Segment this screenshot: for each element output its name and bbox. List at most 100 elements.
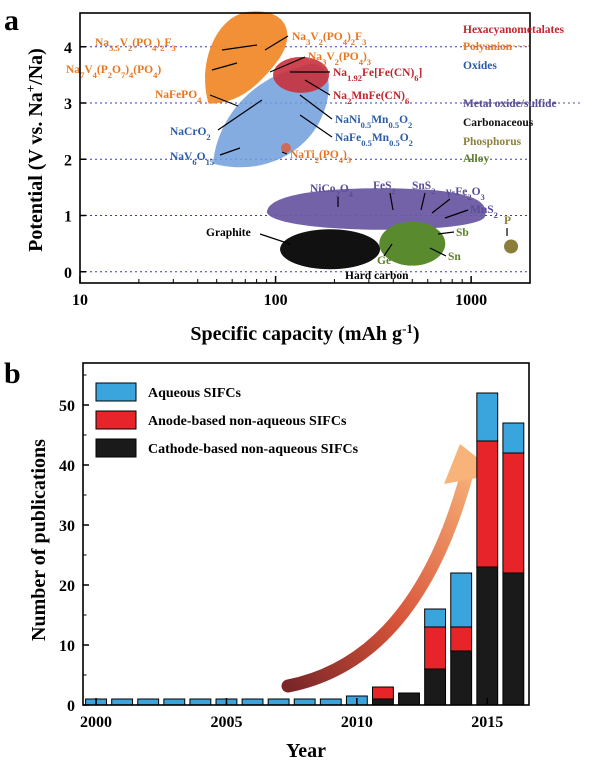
bar-cathode-based-non-aqueous-sifcs-2013	[424, 668, 447, 706]
y-tick-label-b: 50	[59, 398, 75, 415]
material-label-graphite: Graphite	[206, 227, 251, 239]
material-label-ge: Ge	[377, 255, 391, 267]
y-tick-label-a: 4	[64, 40, 72, 57]
plot-frame-a	[79, 12, 531, 284]
bar-cathode-based-non-aqueous-sifcs-2015	[476, 566, 499, 706]
axis-ticks-b: 0 10 20 30 40 50 2000 2005 2010 2015	[59, 374, 503, 731]
material-regions	[205, 11, 519, 270]
material-label-na7v4-p2o7-4-po4: Na7V4(P2O7)4(PO4)	[66, 64, 161, 80]
legend-a: Hexacyanometalates Polyanion Oxides Metal o…	[463, 24, 583, 165]
legend-label-anode-based-non-aqueous-sifcs: Anode-based non-aqueous SIFCs	[148, 414, 347, 429]
material-label-nav6o15: NaV6O15	[170, 151, 214, 167]
bar-cathode-based-non-aqueous-sifcs-2012	[398, 692, 420, 706]
bar-aqueous-sifcs-2001	[111, 698, 134, 706]
bar-anode-based-non-aqueous-sifcs-2013	[424, 626, 447, 670]
x-tick-label-a: 100	[264, 292, 288, 309]
leader-na3v2-po4-3	[269, 56, 306, 73]
panel-label-b: b	[4, 357, 21, 390]
legend-label-aqueous-sifcs: Aqueous SIFCs	[148, 386, 242, 401]
material-label-p: P	[504, 215, 511, 227]
y-tick-label-b: 10	[59, 638, 75, 655]
x-tick-label-b: 2010	[341, 714, 373, 731]
leader-na7v4-p2o7-4-po4	[211, 62, 238, 71]
legend-entry-oxides: Oxides	[463, 60, 497, 72]
bar-cathode-based-non-aqueous-sifcs-2011	[372, 698, 394, 706]
material-label-sn: Sn	[448, 251, 461, 263]
x-axis-title-b: Year	[286, 740, 326, 762]
leader-na3v2-po4-2f3	[264, 35, 289, 51]
leader-nati2-po4-3	[281, 151, 288, 155]
y-tick-label-b: 30	[59, 518, 75, 535]
bar-aqueous-sifcs-2007	[267, 698, 290, 706]
y-axis-title-a: Potential (V vs. Na+/Na)	[23, 48, 48, 252]
region-carbonaceous	[280, 229, 381, 270]
material-label-na3-5v2-po4-2f3: Na3.5V2(PO4)2F3	[95, 37, 176, 53]
material-label-nani0-5mn0-5o2: NaNi0.5Mn0.5O2	[335, 114, 412, 130]
material-label-na1-92fe-fe-cn-6: Na1.92Fe[Fe(CN)6]	[333, 67, 422, 83]
bar-cathode-based-non-aqueous-sifcs-2014	[450, 650, 473, 706]
label-leaders	[209, 35, 508, 257]
bar-aqueous-sifcs-2003	[163, 698, 186, 706]
bar-aqueous-sifcs-2016	[502, 422, 525, 454]
axis-ticks-a: 0 1 2 3 4 10 100 1000	[64, 40, 531, 309]
legend-swatch-aqueous-sifcs	[95, 382, 137, 402]
region-alloy	[379, 221, 446, 266]
material-label-na2mnfe-cn-6: Na2MnFe(CN)6	[333, 90, 409, 106]
y-tick-label-b: 0	[67, 698, 75, 715]
material-label-sb: Sb	[456, 227, 469, 239]
legend-entry-phosphorus: Phosphorus	[463, 136, 522, 148]
legend-entry-polyanion: Polyanion	[463, 41, 513, 53]
legend-b: Aqueous SIFCs Anode-based non-aqueous SIF…	[95, 382, 359, 458]
y-tick-label-a: 0	[64, 265, 72, 282]
x-axis-title-a: Specific capacity (mAh g-1)	[190, 321, 419, 346]
material-point-nati2po43	[280, 143, 291, 153]
y-axis-title-b: Number of publications	[28, 439, 50, 641]
panel-a: a Na3.5V2(PO4)2F3 Na3V2(PO4)2F3 Na3V2(PO4)…	[4, 4, 583, 345]
material-label-nacro2: NaCrO2	[170, 126, 211, 142]
material-label-na3v2-po4-3: Na3V2(PO4)3	[308, 51, 371, 67]
x-tick-label-b: 2000	[80, 714, 112, 731]
material-labels: Na3.5V2(PO4)2F3Na3V2(PO4)2F3Na3V2(PO4)3N…	[66, 31, 511, 282]
y-tick-label-a: 1	[64, 209, 72, 226]
leader-nacro2	[217, 99, 263, 131]
bar-anode-based-non-aqueous-sifcs-2014	[450, 626, 473, 652]
material-label-nico2o4: NiCo2O4	[310, 183, 354, 199]
legend-entry-alloy: Alloy	[463, 153, 489, 165]
region-phosphorus	[504, 239, 519, 254]
leader-na2mnfe-cn-6	[304, 79, 331, 96]
material-label-nafe0-5mn0-5o2: NaFe0.5Mn0.5O2	[335, 132, 413, 148]
bar-cathode-based-non-aqueous-sifcs-2016	[502, 572, 525, 706]
legend-label-cathode-based-non-aqueous-sifcs: Cathode-based non-aqueous SIFCs	[148, 442, 359, 457]
leader-sn	[429, 247, 447, 257]
y-tick-label-b: 20	[59, 578, 75, 595]
material-label-sns2: SnS2	[412, 180, 435, 196]
leader-graphite	[259, 233, 291, 245]
leader-fe2o3	[431, 198, 451, 214]
region-hexacyanometalates	[273, 56, 330, 93]
bar-aqueous-sifcs-2002	[137, 698, 160, 706]
material-label-hard-carbon: Hard carbon	[345, 270, 409, 282]
x-tick-label-b: 2005	[210, 714, 242, 731]
bar-anode-based-non-aqueous-sifcs-2015	[476, 440, 499, 568]
bar-anode-based-non-aqueous-sifcs-2011	[372, 686, 394, 700]
bars	[85, 392, 525, 706]
y-tick-label-b: 40	[59, 458, 75, 475]
leader-mns2	[444, 209, 469, 219]
material-label-nafepo4: NaFePO4	[155, 89, 202, 105]
region-metal-oxide-sulfide	[266, 188, 486, 230]
y-tick-label-a: 2	[64, 152, 72, 169]
material-label-fe2o3: γ-Fe2O3	[445, 186, 485, 202]
y-tick-label-a: 3	[64, 96, 72, 113]
panel-b: b 0 10 20 30 40 50 2000 2005 2010 2015 Aqueous SI…	[4, 357, 530, 762]
leader-nav6o15	[219, 147, 241, 156]
leader-nafe0-5mn0-5o2	[299, 114, 333, 138]
material-label-mns2: MnS2	[470, 204, 498, 220]
bar-aqueous-sifcs-2004	[189, 698, 212, 706]
region-polyanion	[205, 11, 288, 104]
legend-entry-metal-oxide-sulfide: Metal oxide/sulfide	[463, 98, 557, 110]
legend-entry-hexacyanometalates: Hexacyanometalates	[463, 24, 564, 36]
leader-sns2	[420, 192, 426, 211]
trend-arrow-shaft	[281, 455, 477, 693]
leader-nafepo4	[209, 94, 239, 107]
